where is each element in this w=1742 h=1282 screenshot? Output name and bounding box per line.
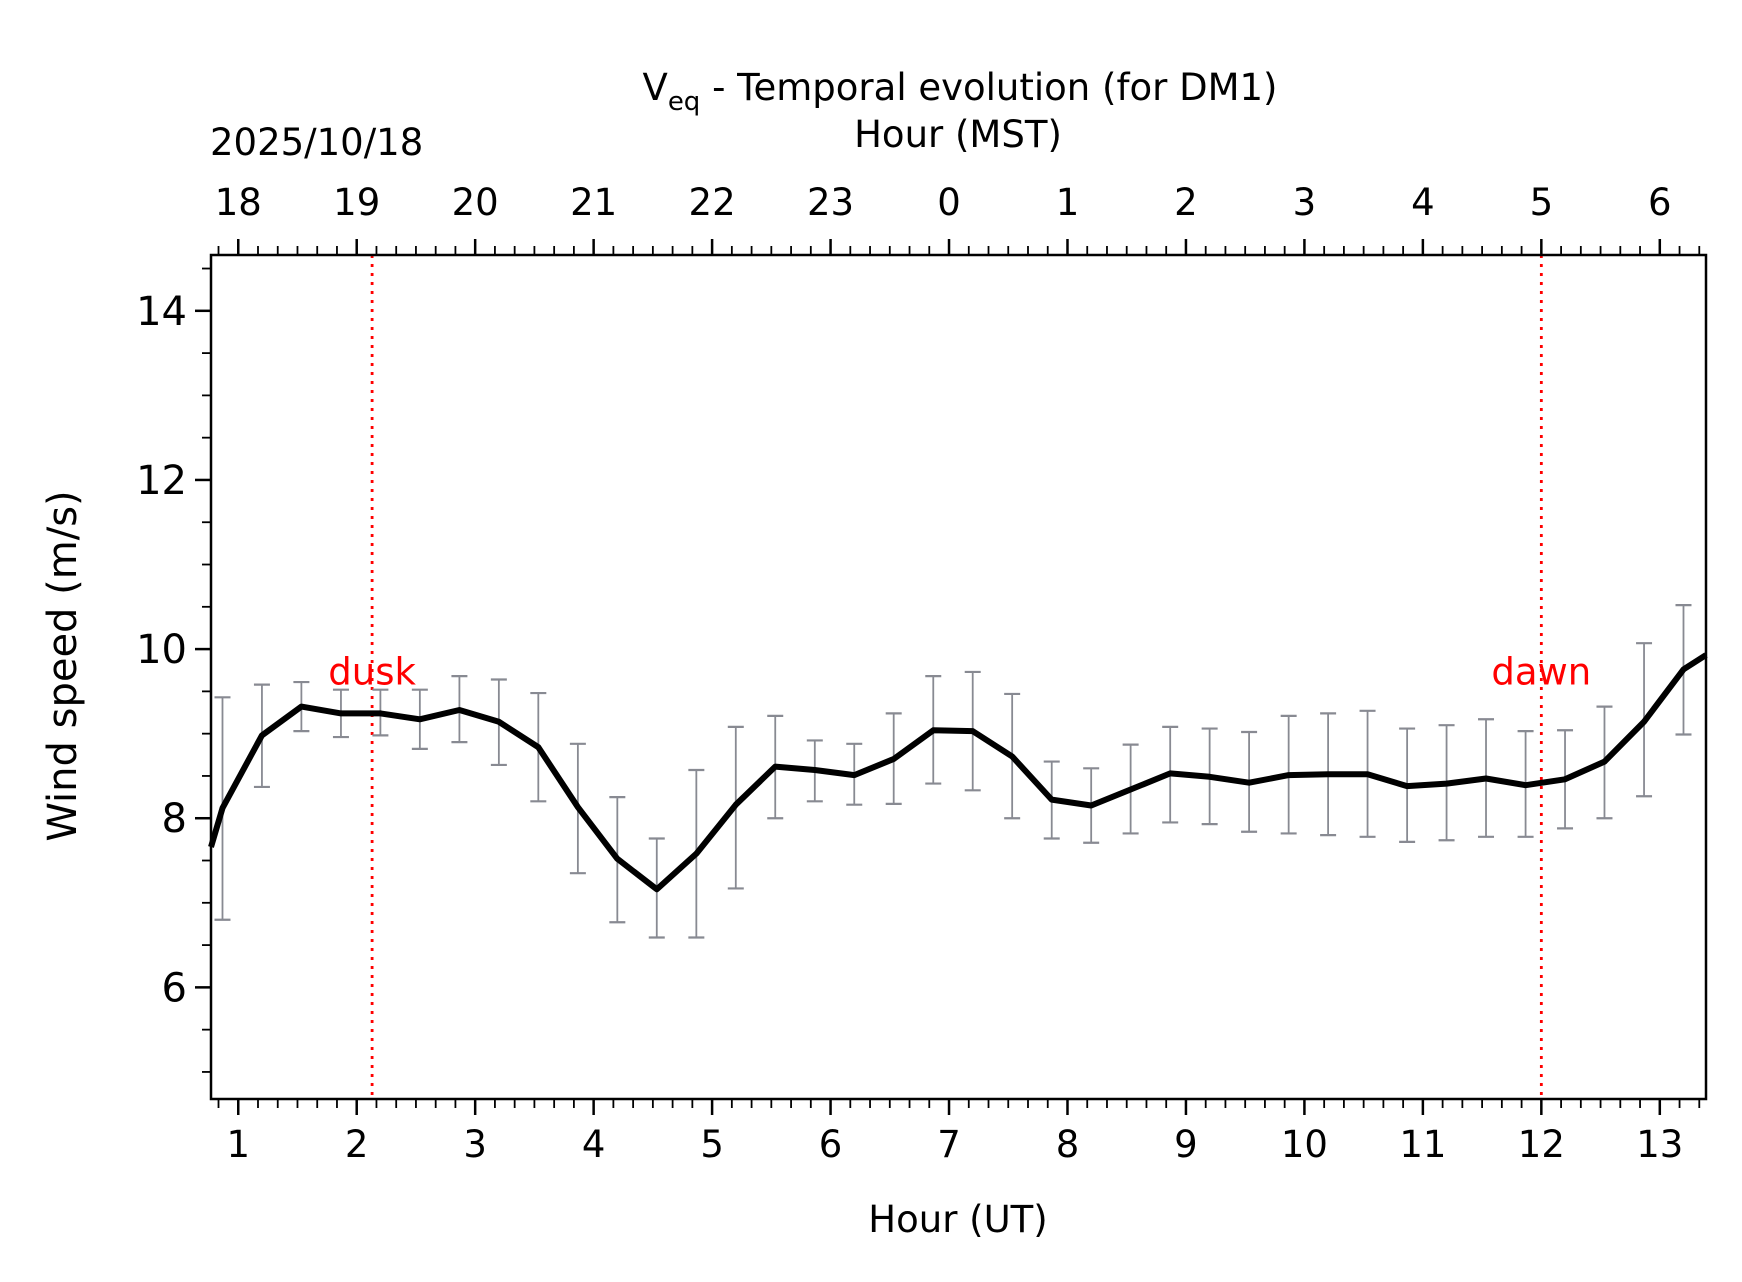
x-tick-label: 1 xyxy=(226,1123,250,1166)
x-top-tick-label: 1 xyxy=(1056,181,1080,224)
x-top-tick-label: 18 xyxy=(215,181,262,224)
x-tick-label: 13 xyxy=(1636,1123,1683,1166)
x-tick-label: 12 xyxy=(1518,1123,1565,1166)
marker-label-dusk: dusk xyxy=(328,651,416,694)
x-top-tick-label: 21 xyxy=(570,181,617,224)
data-point xyxy=(775,766,776,767)
data-point xyxy=(617,858,618,859)
marker-label-dawn: dawn xyxy=(1491,651,1591,694)
x-top-tick-label: 20 xyxy=(452,181,499,224)
data-point xyxy=(1644,721,1645,722)
data-point xyxy=(1012,756,1013,757)
data-point xyxy=(735,804,736,805)
data-point xyxy=(222,808,223,809)
x-top-tick-label: 22 xyxy=(689,181,736,224)
data-point xyxy=(972,731,973,732)
data-point xyxy=(814,770,815,771)
data-point xyxy=(1209,776,1210,777)
plot-frame xyxy=(209,253,1708,1101)
x-top-tick-label: 3 xyxy=(1293,181,1317,224)
data-point xyxy=(1604,761,1605,762)
y-tick-label: 10 xyxy=(136,627,187,673)
data-point xyxy=(498,721,499,722)
x-tick-label: 9 xyxy=(1174,1123,1198,1166)
data-point xyxy=(1170,773,1171,774)
x-top-tick-label: 19 xyxy=(333,181,380,224)
x-tick-label: 6 xyxy=(819,1123,843,1166)
error-bars xyxy=(214,604,1692,939)
x-top-tick-label: 0 xyxy=(937,181,961,224)
x-tick-label: 11 xyxy=(1399,1123,1446,1166)
date-label: 2025/10/18 xyxy=(210,121,423,164)
top-axis-label: Hour (MST) xyxy=(854,113,1062,156)
data-point xyxy=(301,706,302,707)
data-point xyxy=(380,713,381,714)
data-point xyxy=(419,719,420,720)
data-point xyxy=(893,759,894,760)
data-point xyxy=(1367,774,1368,775)
y-axis-label: Wind speed (m/s) xyxy=(40,490,86,841)
y-tick-label: 6 xyxy=(162,965,187,1011)
x-tick-label: 7 xyxy=(937,1123,961,1166)
data-point xyxy=(1407,786,1408,787)
data-point xyxy=(1525,785,1526,786)
x-top-tick-label: 6 xyxy=(1648,181,1672,224)
x-tick-label: 2 xyxy=(345,1123,369,1166)
data-point xyxy=(854,775,855,776)
series-line-Veq xyxy=(208,652,1708,893)
x-tick-label: 4 xyxy=(582,1123,606,1166)
data-point xyxy=(538,747,539,748)
data-point xyxy=(1565,779,1566,780)
data-point xyxy=(933,730,934,731)
x-top-tick-label: 4 xyxy=(1411,181,1435,224)
data-point xyxy=(1328,774,1329,775)
x-tick-label: 10 xyxy=(1281,1123,1328,1166)
x-tick-label: 3 xyxy=(463,1123,487,1166)
x-top-tick-label: 5 xyxy=(1530,181,1554,224)
y-tick-label: 8 xyxy=(162,796,187,842)
data-point xyxy=(340,713,341,714)
data-point xyxy=(696,853,697,854)
chart-title: Veq - Temporal evolution (for DM1) xyxy=(643,66,1278,117)
x-top-tick-label: 2 xyxy=(1174,181,1198,224)
data-point xyxy=(1091,805,1092,806)
data-lines xyxy=(208,652,1708,893)
event-markers: dusk dawn xyxy=(328,255,1591,1099)
data-point xyxy=(459,709,460,710)
x-tick-label: 5 xyxy=(700,1123,724,1166)
data-point xyxy=(261,735,262,736)
y-tick-label: 12 xyxy=(136,458,187,504)
data-point xyxy=(1288,775,1289,776)
x-tick-label: 8 xyxy=(1056,1123,1080,1166)
y-tick-label: 14 xyxy=(136,289,187,335)
x-top-tick-label: 23 xyxy=(807,181,854,224)
data-point xyxy=(1051,799,1052,800)
data-point xyxy=(1486,778,1487,779)
data-point xyxy=(577,807,578,808)
data-point xyxy=(1249,782,1250,783)
x-axis-label: Hour (UT) xyxy=(868,1198,1047,1241)
axis-ticks: 1182193204215226237081921031141251366810… xyxy=(136,181,1701,1166)
chart-title-text: Veq - Temporal evolution (for DM1) xyxy=(643,66,1278,117)
data-point xyxy=(1446,783,1447,784)
data-point xyxy=(1130,789,1131,790)
data-point xyxy=(1683,669,1684,670)
data-point xyxy=(656,889,657,890)
